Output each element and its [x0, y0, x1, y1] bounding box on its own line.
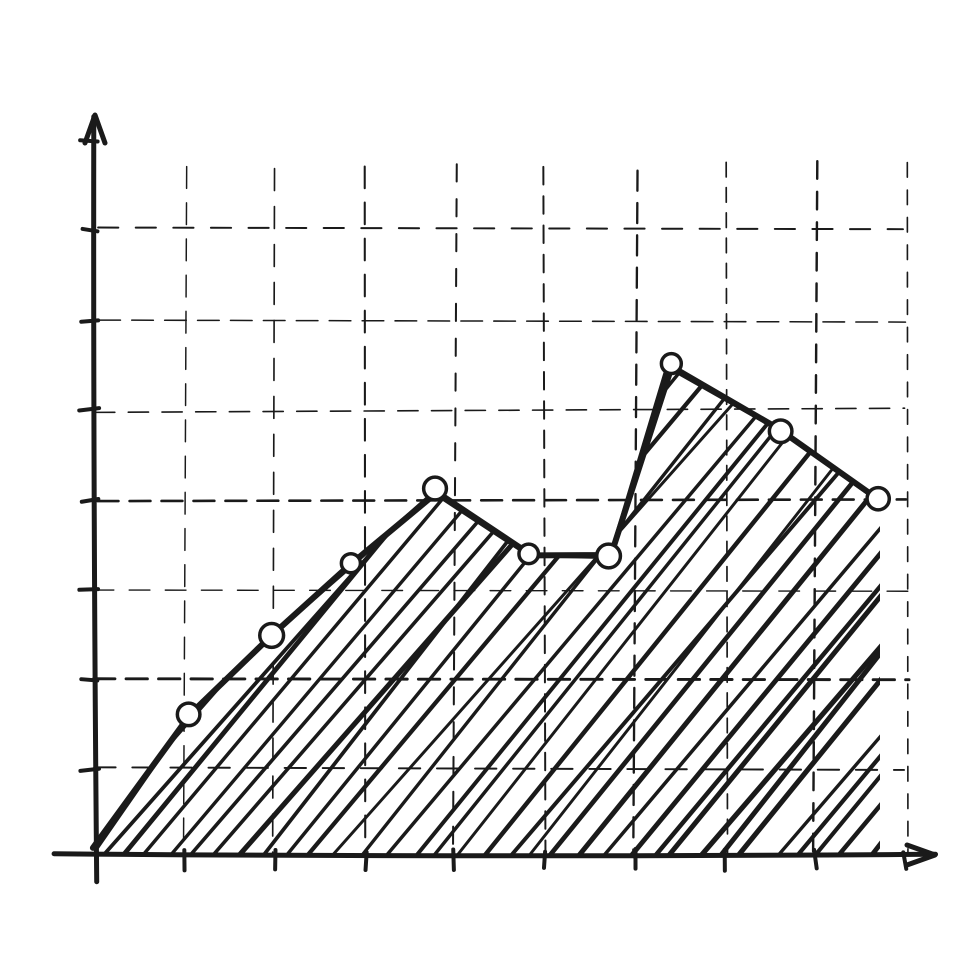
area-chart: [0, 0, 980, 980]
area-hatch: [0, 127, 980, 879]
